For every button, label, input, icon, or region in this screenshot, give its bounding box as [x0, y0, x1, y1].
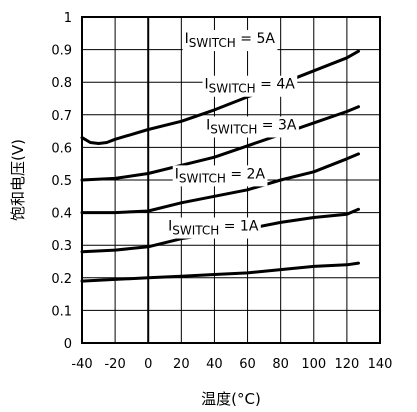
series-line-5 [80, 261, 360, 283]
y-tick-labels: 0 0.1 0.2 0.3 0.4 0.5 0.6 0.7 0.8 0.9 1 [51, 11, 72, 352]
y-tick-label: 1 [64, 11, 72, 26]
y-tick-label: 0.5 [51, 174, 72, 189]
series-line-3 [80, 152, 360, 215]
x-tick-label: 80 [272, 357, 289, 372]
x-tick-label: 20 [173, 357, 190, 372]
series-label-bg-5 [166, 217, 261, 239]
series-labels: ISWITCH = 5A ISWITCH = 4A ISWITCH = 3A ISWI… [166, 30, 299, 239]
x-tick-label: -20 [104, 357, 125, 372]
x-axis-label: 温度(°C) [201, 390, 261, 408]
y-tick-label: 0.3 [51, 239, 72, 254]
series-label-1: ISWITCH = 5A [185, 31, 276, 50]
x-tick-label: 100 [301, 357, 326, 372]
series-line-1 [80, 49, 360, 145]
series-label-bg-2 [202, 75, 298, 97]
series-label-5: ISWITCH = 1A [168, 219, 259, 238]
y-tick-label: 0 [64, 337, 72, 352]
y-tick-label: 0.7 [51, 109, 72, 124]
y-axis-label: 饱和电压(V) [9, 139, 27, 221]
series-label-bg-4 [172, 165, 268, 187]
series-line-2 [80, 105, 360, 182]
series-label-4: ISWITCH = 2A [175, 166, 266, 185]
y-tick-label: 0.8 [51, 76, 72, 91]
series-lines [80, 49, 360, 283]
series-label-bg-1 [182, 30, 278, 52]
series-label-3: ISWITCH = 3A [206, 117, 297, 136]
series-label-bg-3 [204, 116, 299, 138]
x-tick-labels: -40 -20 0 20 40 60 80 100 120 140 [71, 357, 392, 372]
y-tick-label: 0.4 [51, 207, 72, 222]
x-tick-label: 60 [239, 357, 256, 372]
grid [81, 16, 381, 344]
y-tick-label: 0.9 [51, 44, 72, 59]
y-tick-label: 0.6 [51, 141, 72, 156]
x-tick-label: 40 [206, 357, 223, 372]
x-tick-label: -40 [71, 357, 92, 372]
x-tick-label: 140 [368, 357, 393, 372]
series-label-2: ISWITCH = 4A [205, 77, 296, 96]
x-tick-label: 120 [334, 357, 359, 372]
x-tick-label: 0 [144, 357, 152, 372]
y-tick-label: 0.2 [51, 272, 72, 287]
y-tick-label: 0.1 [51, 304, 72, 319]
